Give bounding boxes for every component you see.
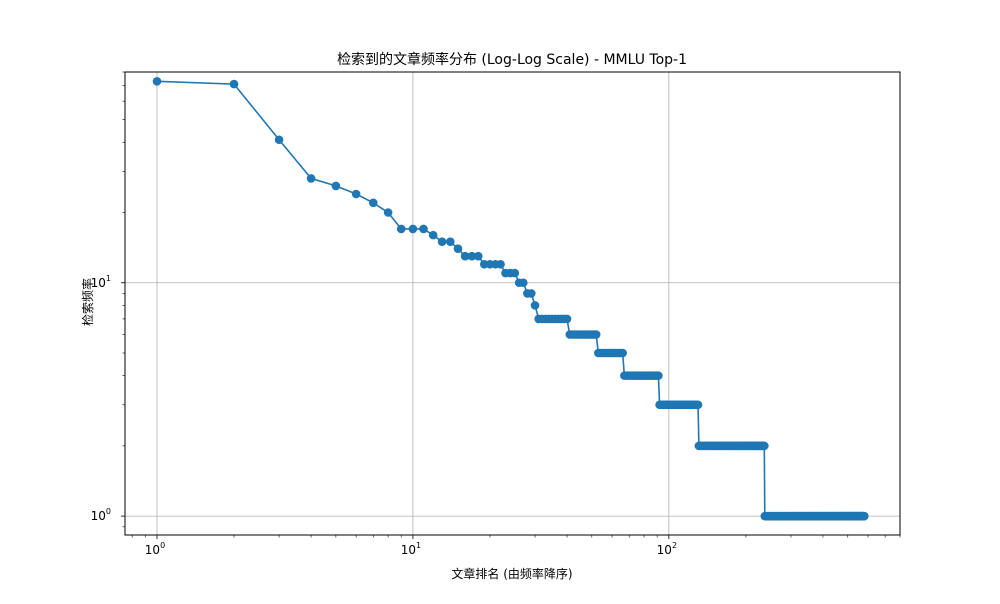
x-tick-exponent: 0 [160,541,165,550]
data-point [408,224,418,234]
x-axis-label: 文章排名 (由频率降序) [451,566,572,581]
chart-title: 检索到的文章频率分布 (Log-Log Scale) - MMLU Top-1 [337,51,687,68]
data-point [396,224,406,234]
data-point [510,268,520,278]
x-tick-exponent: 2 [672,541,677,550]
data-point [519,278,528,288]
data-point [368,198,378,208]
data-point [446,237,455,246]
data-point [306,174,316,183]
data-point [152,76,162,86]
x-tick-exponent: 1 [416,541,421,550]
data-point [467,251,477,261]
y-tick-exponent: 0 [106,507,111,516]
grid-lines [125,72,900,535]
data-point [530,301,540,310]
data-point [419,224,428,234]
data-point [229,79,239,89]
x-tick-label: 101 [401,541,421,557]
x-tick-label: 100 [145,541,165,557]
data-point [562,314,572,324]
data-point [383,208,393,217]
data-point [496,259,505,269]
data-point [331,181,341,191]
data-point [274,135,284,145]
data-point [351,189,361,199]
data-point [654,371,663,380]
data-point [760,441,769,451]
y-axis-label: 检索频率 [80,278,95,326]
data-point [693,400,703,410]
data-point [453,244,463,253]
data-point [618,348,627,358]
data-point [526,289,536,298]
data-point [591,330,601,339]
series-layer [152,76,869,521]
data-point [460,251,470,261]
data-point [428,230,438,240]
x-tick-label: 102 [657,541,677,557]
plot-area-frame [124,71,901,536]
data-point [437,237,447,246]
y-tick-label: 100 [91,507,111,523]
data-point [473,251,483,261]
series-line [156,80,865,517]
data-point [859,511,869,521]
y-tick-exponent: 1 [106,274,111,283]
